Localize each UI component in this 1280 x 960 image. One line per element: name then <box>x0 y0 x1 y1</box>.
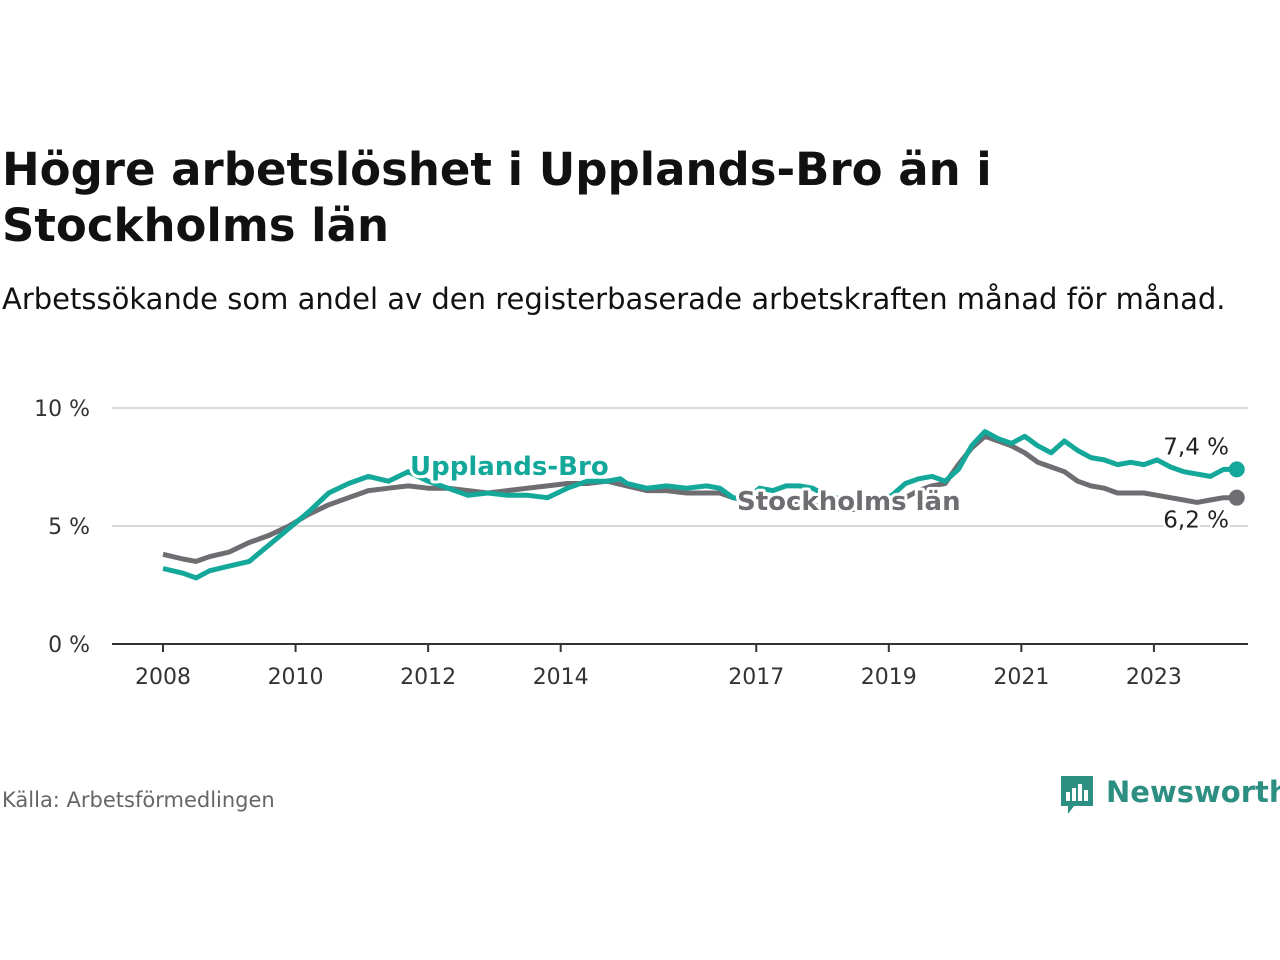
series-label-stockholms-lan: Stockholms län <box>737 487 961 517</box>
chart-subtitle: Arbetssökande som andel av den registerb… <box>2 282 1226 316</box>
x-tick-label: 2012 <box>400 665 456 690</box>
labels-layer: Upplands-Bro Stockholms län 7,4 % 6,2 % <box>407 432 1232 536</box>
x-tick-label: 2010 <box>268 665 324 690</box>
line-chart: 0 % 5 % 10 % 2008 2010 2012 2014 2017 2019 2021 20… <box>34 397 1248 690</box>
y-tick-label: 0 % <box>48 633 90 658</box>
series-end-point-upplands-bro <box>1228 461 1245 478</box>
x-tick-label: 2008 <box>135 665 191 690</box>
x-tick-label: 2014 <box>533 665 589 690</box>
end-label-stockholms-lan: 6,2 % <box>1163 508 1229 534</box>
newsworthy-logo-text: Newsworthy <box>1106 775 1280 809</box>
chart-title: Högre arbetslöshet i Upplands-Bro än i S… <box>2 143 992 252</box>
x-tick-label: 2019 <box>861 665 917 690</box>
y-tick-label: 10 % <box>34 397 90 422</box>
series-line-upplands-bro <box>162 429 1237 581</box>
x-tick-label: 2023 <box>1126 665 1182 690</box>
grid-layer: 0 % 5 % 10 % 2008 2010 2012 2014 2017 2019 2021 20… <box>34 397 1248 690</box>
series-end-point-stockholms-lan <box>1228 489 1245 506</box>
series-line-stockholms-lan <box>162 433 1237 564</box>
newsworthy-logo-icon <box>1061 776 1093 814</box>
y-tick-label: 5 % <box>48 515 90 540</box>
x-tick-label: 2017 <box>728 665 784 690</box>
source-note: Källa: Arbetsförmedlingen <box>2 788 275 812</box>
series-label-upplands-bro: Upplands-Bro <box>410 452 609 482</box>
end-label-upplands-bro: 7,4 % <box>1163 434 1229 460</box>
lines-layer <box>162 429 1245 581</box>
x-tick-label: 2021 <box>993 665 1049 690</box>
